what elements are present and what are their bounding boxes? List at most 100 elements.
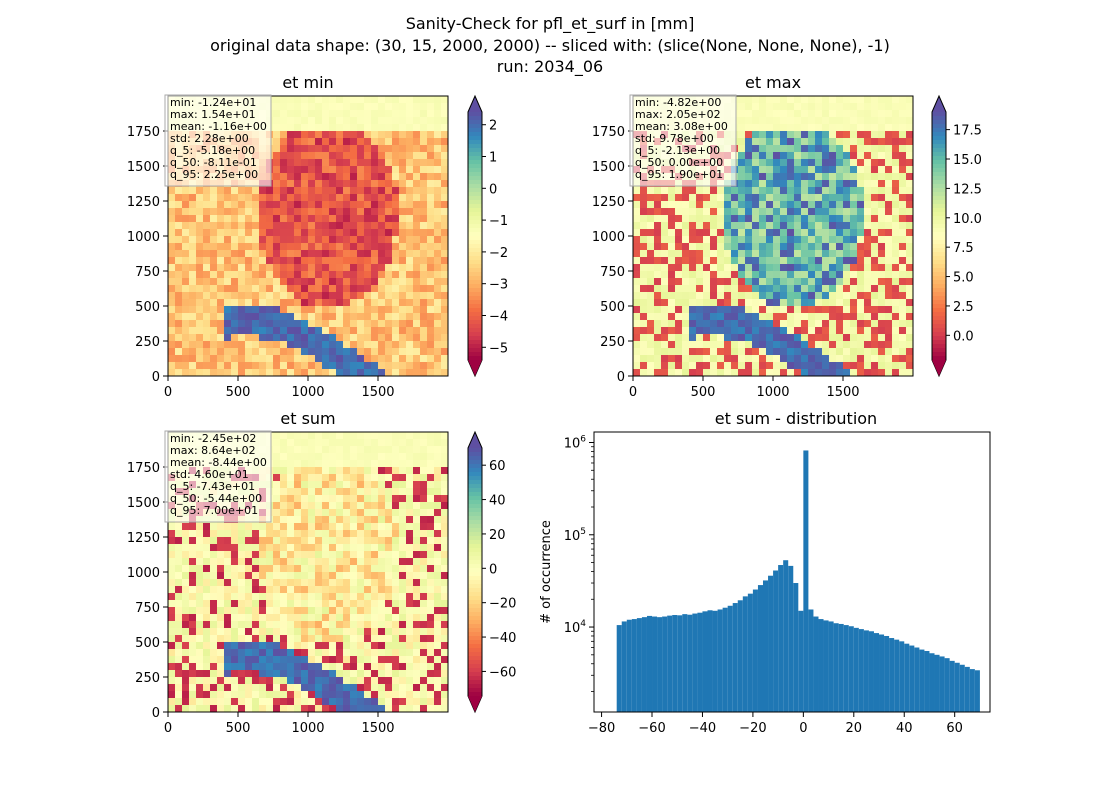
heatmap-cell [745,299,753,307]
heatmap-cell [633,236,641,244]
heatmap-cell [808,341,816,349]
heatmap-cell [308,215,316,223]
heatmap-cell [329,572,337,580]
heatmap-cell [322,215,330,223]
heatmap-cell [731,278,739,286]
heatmap-cell [738,208,746,216]
heatmap-cell [280,96,288,104]
colorbar-segment [468,204,482,209]
heatmap-cell [766,243,774,251]
heatmap-cell [371,320,379,328]
heatmap-cell [815,96,823,104]
heatmap-cell [661,243,669,251]
heatmap-cell [294,250,302,258]
heatmap-cell [413,257,421,265]
colorbar-tick-label: −5 [489,341,508,356]
heatmap-cell [189,579,197,587]
heatmap-cell [675,215,683,223]
heatmap-cell [413,138,421,146]
heatmap-cell [175,215,183,223]
heatmap-cell [182,264,190,272]
heatmap-cell [441,278,448,286]
heatmap-cell [703,334,711,342]
heatmap-cell [280,208,288,216]
heatmap-cell [878,96,886,104]
colorbar-segment [932,212,946,217]
heatmap-cell [696,285,704,293]
heatmap-cell [301,432,309,440]
heatmap-cell [175,201,183,209]
heatmap-cell [371,229,379,237]
heatmap-cell [780,152,788,160]
heatmap-cell [420,481,428,489]
heatmap-cell [647,313,655,321]
heatmap-cell [413,579,421,587]
heatmap-cell [878,313,886,321]
heatmap-cell [280,530,288,538]
heatmap-cell [378,180,386,188]
heatmap-cell [350,103,358,111]
heatmap-cell [766,96,774,104]
heatmap-cell [210,215,218,223]
heatmap-cell [245,656,253,664]
heatmap-cell [829,362,837,370]
heatmap-cell [420,285,428,293]
heatmap-cell [850,201,858,209]
heatmap-cell [350,698,358,706]
heatmap-cell [724,236,732,244]
heatmap-cell [413,446,421,454]
heatmap-cell [752,215,760,223]
heatmap-cell [801,299,809,307]
heatmap-cell [752,278,760,286]
heatmap-cell [301,684,309,692]
heatmap-cell [371,173,379,181]
colorbar-extend-bottom [468,360,482,376]
colorbar-segment [468,220,482,225]
heatmap-cell [787,138,795,146]
heatmap-cell [689,334,697,342]
heatmap-cell [259,537,267,545]
heatmap-cell [780,229,788,237]
heatmap-cell [434,257,442,265]
heatmap-cell [843,362,851,370]
heatmap-cell [224,313,232,321]
heatmap-cell [245,614,253,622]
heatmap-cell [315,509,323,517]
heatmap-cell [787,166,795,174]
heatmap-cell [168,243,176,251]
heatmap-cell [406,607,414,615]
heatmap-cell [308,572,316,580]
heatmap-cell [434,194,442,202]
heatmap-cell [420,187,428,195]
heatmap-cell [815,250,823,258]
heatmap-cell [745,278,753,286]
heatmap-cell [427,614,435,622]
heatmap-cell [371,236,379,244]
heatmap-cell [654,229,662,237]
heatmap-cell [231,201,239,209]
heatmap-cell [273,96,281,104]
heatmap-cell [892,369,900,376]
heatmap-cell [322,586,330,594]
heatmap-cell [808,327,816,335]
heatmap-cell [350,138,358,146]
heatmap-cell [266,292,274,300]
heatmap-cell [703,299,711,307]
heatmap-cell [175,558,183,566]
heatmap-cell [850,215,858,223]
heatmap-cell [871,313,879,321]
colorbar-segment [932,300,946,305]
heatmap-cell [668,355,676,363]
heatmap-cell [294,131,302,139]
heatmap-cell [294,432,302,440]
heatmap-cell [245,621,253,629]
heatmap-cell [392,362,400,370]
heatmap-cell [210,292,218,300]
heatmap-cell [794,222,802,230]
heatmap-cell [329,306,337,314]
heatmap-cell [878,117,886,125]
heatmap-cell [294,306,302,314]
heatmap-cell [815,145,823,153]
heatmap-cell [280,320,288,328]
heatmap-cell [329,551,337,559]
